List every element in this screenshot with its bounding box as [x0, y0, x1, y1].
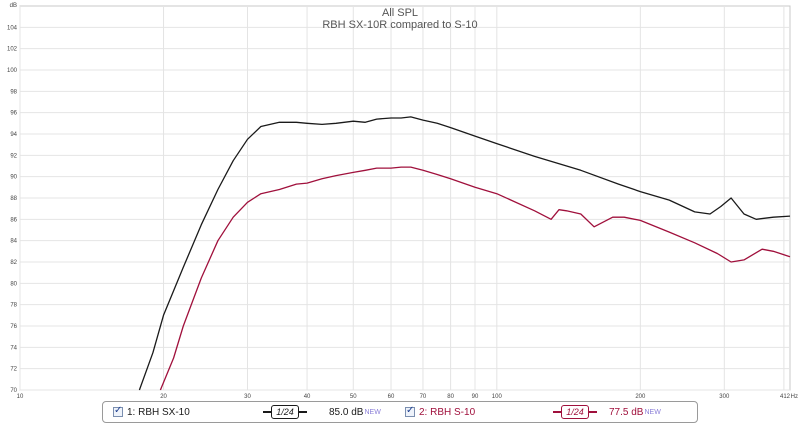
smoothing-button-1[interactable]: 1/24	[271, 405, 299, 419]
line-sample-icon	[299, 411, 307, 413]
y-unit-label: dB	[10, 3, 17, 9]
line-sample-icon	[589, 411, 597, 413]
smoothing-button-2[interactable]: 1/24	[561, 405, 589, 419]
x-tick-label: 60	[388, 394, 395, 400]
x-unit-label: Hz	[791, 394, 798, 400]
x-tick-label: 30	[244, 394, 251, 400]
new-badge-1: NEW	[364, 408, 381, 416]
y-tick-label: 82	[10, 260, 17, 266]
y-tick-label: 94	[10, 132, 17, 138]
y-tick-label: 74	[10, 345, 17, 351]
chart-title: All SPL	[382, 7, 418, 19]
chart-subtitle: RBH SX-10R compared to S-10	[322, 19, 477, 31]
x-tick-label: 20	[160, 394, 167, 400]
chart-area: 70 72 74 76 78 80 82 84 86 88 90 92 94 96 98 100 102 104 d…	[7, 3, 798, 400]
level-readout-2[interactable]: 77.5 dB NEW	[609, 402, 661, 422]
x-tick-label: 40	[304, 394, 311, 400]
y-tick-label: 80	[10, 281, 17, 287]
y-tick-label: 102	[7, 47, 18, 53]
y-tick-label: 98	[10, 89, 17, 95]
x-tick-label: 200	[635, 394, 646, 400]
checkbox-series-1[interactable]	[113, 405, 123, 417]
legend-label-1: 1: RBH SX-10	[127, 406, 190, 418]
line-sample-icon	[263, 411, 271, 413]
x-tick-label: 80	[447, 394, 454, 400]
y-tick-label: 92	[10, 153, 17, 159]
y-tick-label: 96	[10, 111, 17, 117]
level-value-1: 85.0 dB	[329, 406, 364, 418]
y-tick-label: 90	[10, 175, 17, 181]
grid	[19, 5, 791, 391]
level-value-2: 77.5 dB	[609, 406, 644, 418]
y-tick-label: 72	[10, 367, 17, 373]
series-line-2	[159, 166, 791, 391]
y-tick-label: 88	[10, 196, 17, 202]
series-line-1	[138, 116, 791, 391]
y-tick-label: 76	[10, 324, 17, 330]
legend-label-2: 2: RBH S-10	[419, 406, 476, 418]
x-tick-label: 100	[492, 394, 503, 400]
legend-item-1[interactable]: 1: RBH SX-10	[113, 402, 190, 422]
tick-labels: 70 72 74 76 78 80 82 84 86 88 90 92 94 96 98 100 102 104 d…	[7, 3, 798, 400]
y-tick-label: 100	[7, 68, 18, 74]
y-tick-label: 84	[10, 239, 17, 245]
x-tick-label: 90	[472, 394, 479, 400]
level-readout-1[interactable]: 85.0 dB NEW	[329, 402, 381, 422]
x-tick-label: 412	[780, 394, 791, 400]
y-tick-label: 104	[7, 25, 18, 31]
line-sample-icon	[553, 411, 561, 413]
y-tick-label: 78	[10, 303, 17, 309]
x-tick-label: 70	[420, 394, 427, 400]
x-tick-label: 50	[350, 394, 357, 400]
checkbox-series-2[interactable]	[405, 405, 415, 417]
new-badge-2: NEW	[644, 408, 661, 416]
x-tick-label: 300	[719, 394, 730, 400]
smoothing-control-2[interactable]: 1/24	[553, 402, 597, 422]
spl-chart: 70 72 74 76 78 80 82 84 86 88 90 92 94 96 98 100 102 104 d…	[7, 3, 798, 400]
smoothing-control-1[interactable]: 1/24	[263, 402, 307, 422]
legend-item-2[interactable]: 2: RBH S-10	[405, 402, 475, 422]
series-layer	[138, 116, 791, 391]
x-tick-label: 10	[17, 394, 24, 400]
y-tick-label: 86	[10, 217, 17, 223]
y-tick-label: 70	[10, 388, 17, 394]
